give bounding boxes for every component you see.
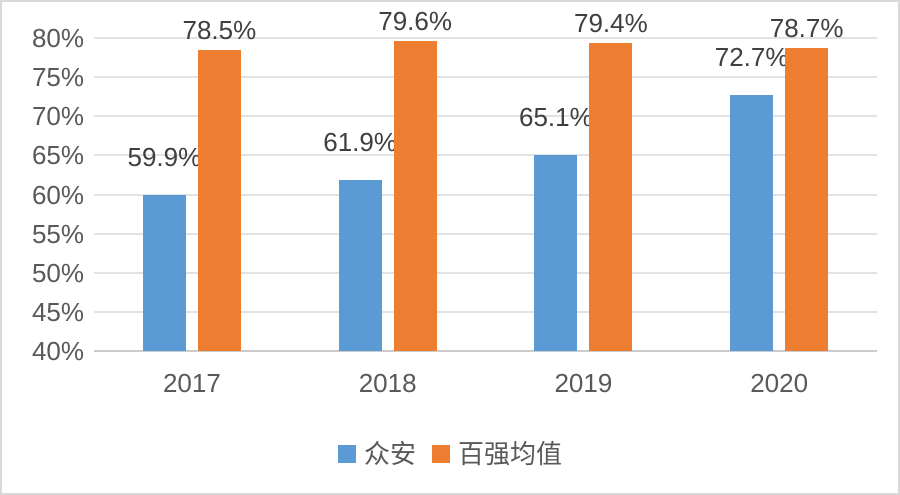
y-axis-tick-label: 80% <box>31 23 84 53</box>
data-label-众安-2019: 65.1% <box>519 101 593 132</box>
data-label-众安-2017: 59.9% <box>127 142 202 173</box>
chart-legend: 众安 百强均值 <box>337 439 562 469</box>
bar-众安-2018 <box>338 179 382 351</box>
gridline <box>94 76 877 79</box>
legend-label: 众安 <box>363 439 416 469</box>
y-axis-tick-label: 65% <box>31 140 84 171</box>
gridline <box>94 271 877 274</box>
legend-swatch-icon <box>432 445 450 463</box>
legend-item-百强均值: 百强均值 <box>432 439 562 469</box>
data-label-百强均值-2017: 78.5% <box>182 14 257 45</box>
legend-item-众安: 众安 <box>337 439 416 469</box>
legend-label: 百强均值 <box>458 439 563 469</box>
x-axis-category-label: 2017 <box>162 368 221 398</box>
bar-众安-2019 <box>534 154 578 351</box>
data-label-众安-2018: 61.9% <box>323 126 397 157</box>
gridline <box>94 310 877 313</box>
y-axis-tick-label: 45% <box>31 296 84 327</box>
bar-百强均值-2018 <box>393 41 437 351</box>
legend-swatch-icon <box>337 445 356 463</box>
data-label-百强均值-2018: 79.6% <box>378 6 452 37</box>
bar-百强均值-2020 <box>785 48 829 351</box>
y-axis-tick-label: 75% <box>31 62 84 93</box>
gridline <box>94 232 877 235</box>
y-axis-tick-label: 40% <box>31 336 84 366</box>
y-axis-tick-label: 50% <box>31 257 84 288</box>
data-label-百强均值-2020: 78.7% <box>769 13 844 44</box>
bar-百强均值-2019 <box>589 42 633 351</box>
y-axis-tick-label: 70% <box>31 101 84 132</box>
bar-百强均值-2017 <box>197 49 241 351</box>
y-axis-tick-label: 55% <box>31 218 84 249</box>
x-axis-category-label: 2020 <box>750 368 809 398</box>
gridline <box>94 37 877 39</box>
gridline <box>94 154 877 157</box>
bar-众安-2020 <box>730 95 774 351</box>
data-label-百强均值-2019: 79.4% <box>574 7 648 38</box>
x-axis-category-label: 2019 <box>554 368 613 398</box>
data-label-众安-2020: 72.7% <box>714 42 789 73</box>
x-axis-category-label: 2018 <box>358 368 417 398</box>
y-axis-tick-label: 60% <box>31 179 84 210</box>
x-axis-line <box>94 350 877 352</box>
bar-众安-2017 <box>142 195 186 351</box>
gridline <box>94 115 877 118</box>
gridline <box>94 193 877 196</box>
